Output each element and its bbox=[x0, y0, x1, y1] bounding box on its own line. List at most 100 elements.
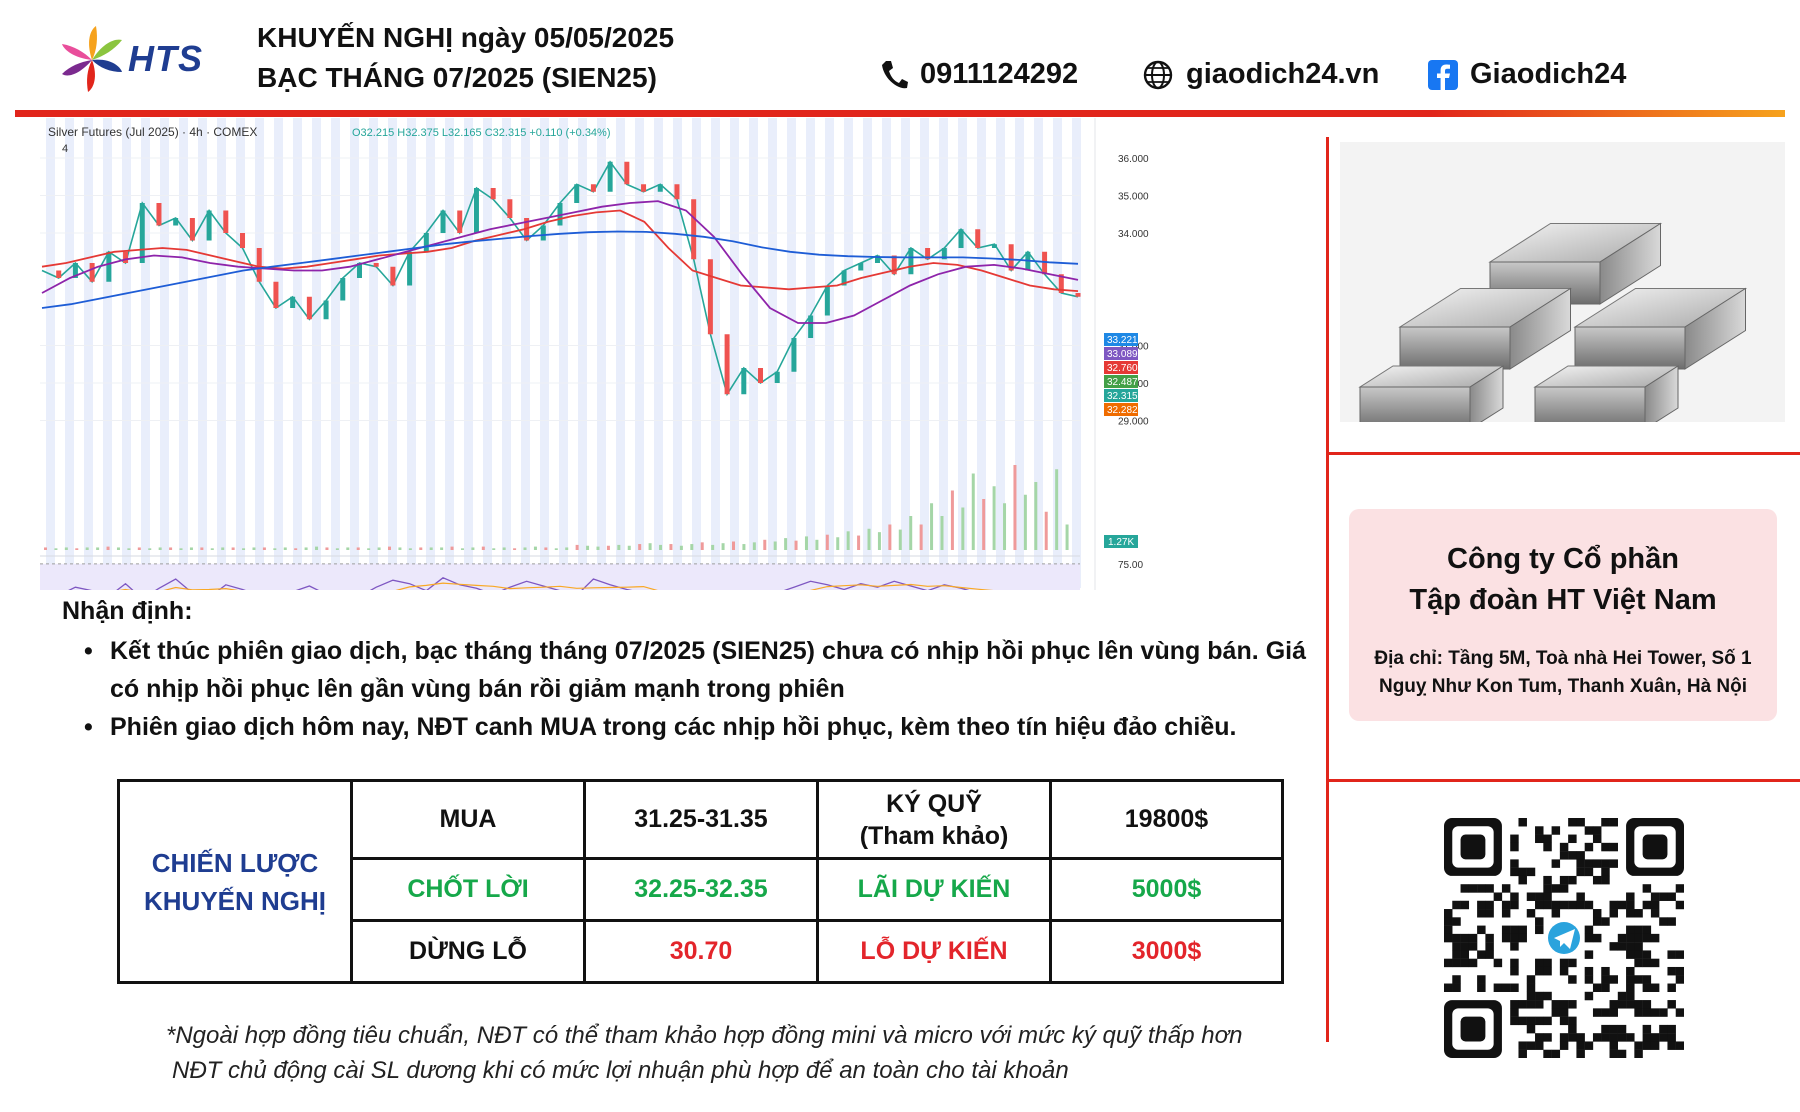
session-band bbox=[749, 118, 758, 588]
qr-module bbox=[1568, 875, 1577, 885]
qr-module bbox=[1559, 851, 1569, 860]
website-contact[interactable]: giaodich24.vn bbox=[1142, 58, 1379, 91]
qr-module bbox=[1518, 1016, 1527, 1026]
session-band bbox=[768, 118, 777, 588]
volume-bar bbox=[408, 548, 412, 550]
stop-loss-label: DỪNG LỖ bbox=[350, 919, 586, 984]
chart-canvas: Silver Futures (Jul 2025) · 4h · COMEX O… bbox=[40, 118, 1325, 629]
qr-module bbox=[1609, 818, 1618, 827]
qr-module bbox=[1576, 851, 1585, 860]
session-band bbox=[597, 118, 606, 588]
qr-module bbox=[1568, 834, 1577, 844]
qr-module bbox=[1642, 1000, 1652, 1009]
right-column-rule bbox=[1326, 452, 1800, 455]
qr-module bbox=[1501, 909, 1511, 918]
volume-bar bbox=[273, 548, 277, 550]
session-band bbox=[806, 118, 815, 588]
session-band bbox=[692, 118, 701, 588]
qr-module bbox=[1601, 1033, 1610, 1042]
volume-bar bbox=[815, 539, 819, 550]
qr-module bbox=[1650, 933, 1660, 943]
qr-module bbox=[1642, 925, 1652, 935]
qr-module bbox=[1518, 933, 1527, 943]
volume-bar bbox=[679, 545, 683, 550]
volume-bar bbox=[617, 544, 621, 550]
session-band bbox=[616, 118, 625, 588]
facebook-contact[interactable]: Giaodich24 bbox=[1428, 58, 1626, 91]
qr-module bbox=[1650, 1008, 1660, 1017]
session-band bbox=[578, 118, 587, 588]
volume-bar bbox=[971, 473, 975, 550]
qr-module bbox=[1551, 909, 1561, 918]
price-candle bbox=[791, 338, 797, 372]
price-candle bbox=[189, 218, 195, 241]
qr-module bbox=[1510, 966, 1519, 976]
qr-module bbox=[1485, 933, 1494, 943]
qr-module bbox=[1559, 1000, 1569, 1009]
qr-module bbox=[1444, 925, 1453, 935]
qr-module bbox=[1477, 884, 1486, 893]
ingot-side bbox=[1644, 365, 1679, 422]
qr-module bbox=[1667, 917, 1676, 926]
qr-module bbox=[1659, 1033, 1668, 1042]
volume-bar bbox=[388, 546, 391, 550]
volume-bar bbox=[544, 547, 548, 550]
qr-module bbox=[1626, 1033, 1635, 1042]
qr-module bbox=[1460, 950, 1470, 959]
qr-module bbox=[1667, 1024, 1676, 1034]
phone-number[interactable]: 0911124292 bbox=[920, 58, 1079, 90]
qr-module bbox=[1642, 983, 1652, 992]
price-candle bbox=[758, 368, 764, 383]
qr-module bbox=[1592, 917, 1602, 926]
qr-module bbox=[1592, 933, 1602, 943]
price-candle bbox=[306, 296, 312, 320]
volume-bar bbox=[242, 548, 246, 550]
volume-bar bbox=[919, 524, 923, 550]
session-band bbox=[84, 118, 93, 588]
qr-module bbox=[1518, 867, 1527, 877]
phone-contact[interactable]: 0911124292 bbox=[880, 58, 1078, 91]
qr-module bbox=[1592, 875, 1602, 885]
chart-ohlc: O32.215 H32.375 L32.165 C32.315 +0.110 (… bbox=[352, 127, 611, 139]
strategy-label: CHIẾN LƯỢC KHUYẾN NGHỊ bbox=[117, 779, 353, 984]
session-band bbox=[863, 118, 872, 588]
qr-module bbox=[1543, 884, 1552, 893]
qr-module bbox=[1609, 900, 1618, 910]
price-candle bbox=[691, 199, 697, 260]
facebook-page-link[interactable]: Giaodich24 bbox=[1470, 58, 1627, 90]
qr-module bbox=[1568, 1033, 1577, 1042]
qr-module bbox=[1535, 958, 1544, 968]
qr-module bbox=[1510, 859, 1519, 868]
qr-module bbox=[1626, 942, 1635, 951]
qr-code[interactable] bbox=[1444, 818, 1684, 1058]
price-candle bbox=[540, 225, 546, 241]
qr-module bbox=[1626, 900, 1635, 910]
session-band bbox=[274, 118, 283, 588]
website-link[interactable]: giaodich24.vn bbox=[1186, 58, 1380, 90]
expected-profit-label: LÃI DỰ KIẾN bbox=[816, 857, 1052, 922]
qr-finder bbox=[1642, 834, 1668, 860]
qr-module bbox=[1477, 900, 1486, 910]
price-candle bbox=[173, 218, 179, 226]
volume-bar bbox=[325, 547, 329, 550]
qr-module bbox=[1526, 867, 1536, 877]
qr-module bbox=[1543, 842, 1552, 852]
qr-module bbox=[1659, 1008, 1668, 1017]
qr-module bbox=[1452, 900, 1461, 910]
qr-module bbox=[1617, 991, 1627, 1001]
buy-label: MUA bbox=[350, 779, 586, 860]
volume-bar bbox=[304, 547, 308, 550]
price-candle bbox=[858, 263, 864, 271]
take-profit-label: CHỐT LỜI bbox=[350, 857, 586, 922]
price-axis-label: 33.221 bbox=[1107, 335, 1138, 346]
volume-bar bbox=[419, 547, 423, 550]
qr-module bbox=[1642, 975, 1652, 984]
qr-module bbox=[1626, 983, 1635, 992]
volume-bar bbox=[471, 547, 475, 550]
price-candle bbox=[340, 278, 346, 301]
session-band bbox=[103, 118, 112, 588]
price-axis-label: 32.760 bbox=[1107, 363, 1138, 374]
volume-bar bbox=[179, 548, 183, 550]
qr-module bbox=[1592, 1033, 1602, 1042]
analysis-bullet: Kết thúc phiên giao dịch, bạc tháng thán… bbox=[84, 632, 1306, 708]
